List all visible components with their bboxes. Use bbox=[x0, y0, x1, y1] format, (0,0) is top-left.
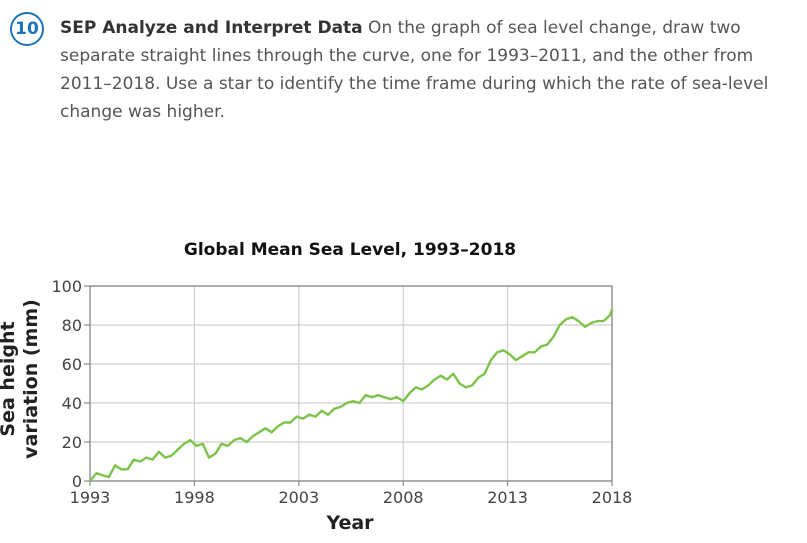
chart-grid bbox=[89, 285, 613, 482]
sea-level-series-line bbox=[89, 308, 614, 482]
x-tick-label: 2018 bbox=[592, 488, 633, 507]
chart-title: Global Mean Sea Level, 1993–2018 bbox=[184, 240, 516, 260]
x-axis-ticks: 1993 1998 2003 2008 2013 2018 bbox=[70, 481, 633, 507]
y-tick-label: 0 bbox=[72, 472, 82, 491]
y-tick-label: 20 bbox=[62, 433, 82, 452]
x-tick-label: 2003 bbox=[278, 488, 319, 507]
question-text: SEP Analyze and Interpret Data On the gr… bbox=[60, 14, 780, 126]
y-tick-label: 80 bbox=[62, 316, 82, 335]
x-tick-label: 1998 bbox=[174, 488, 215, 507]
y-tick-label: 100 bbox=[51, 277, 82, 296]
x-axis-label: Year bbox=[325, 512, 374, 534]
question-heading: SEP Analyze and Interpret Data bbox=[60, 18, 363, 38]
x-tick-label: 2008 bbox=[383, 488, 424, 507]
y-axis-label-line1: Sea height bbox=[0, 321, 19, 436]
y-axis-ticks: 0 20 40 60 80 100 bbox=[51, 277, 90, 491]
question-number-badge: 10 bbox=[10, 12, 44, 46]
x-tick-label: 1993 bbox=[70, 488, 111, 507]
y-tick-label: 40 bbox=[62, 394, 82, 413]
y-tick-label: 60 bbox=[62, 355, 82, 374]
y-axis-label-line2: variation (mm) bbox=[20, 299, 42, 459]
x-tick-label: 2013 bbox=[487, 488, 528, 507]
sea-level-chart: Global Mean Sea Level, 1993–2018 0 20 40 60… bbox=[0, 240, 633, 534]
chart-container: Global Mean Sea Level, 1993–2018 0 20 40 60… bbox=[0, 225, 807, 539]
plot-frame bbox=[89, 285, 613, 482]
question-number: 10 bbox=[15, 19, 39, 39]
question-body: On the graph of sea level change, draw t… bbox=[60, 18, 769, 122]
